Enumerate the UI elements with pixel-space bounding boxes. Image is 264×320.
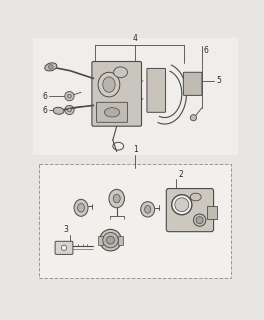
Text: 1: 1 <box>133 145 138 154</box>
Ellipse shape <box>45 63 57 71</box>
Text: 4: 4 <box>133 34 138 43</box>
Ellipse shape <box>98 72 120 97</box>
Ellipse shape <box>114 67 128 78</box>
Ellipse shape <box>103 232 118 248</box>
Ellipse shape <box>107 236 114 244</box>
Text: 2: 2 <box>179 170 183 179</box>
Circle shape <box>190 115 196 121</box>
Circle shape <box>49 65 53 69</box>
Bar <box>39 164 232 278</box>
Circle shape <box>65 105 74 115</box>
Ellipse shape <box>100 229 121 251</box>
Ellipse shape <box>141 202 155 217</box>
FancyBboxPatch shape <box>166 188 214 232</box>
Ellipse shape <box>104 108 120 117</box>
Circle shape <box>68 108 71 112</box>
Ellipse shape <box>175 198 189 212</box>
Circle shape <box>68 94 71 98</box>
Ellipse shape <box>109 189 124 208</box>
Bar <box>98 236 103 245</box>
Ellipse shape <box>190 193 201 201</box>
Ellipse shape <box>194 214 206 226</box>
FancyBboxPatch shape <box>97 102 128 122</box>
FancyBboxPatch shape <box>92 61 142 126</box>
Bar <box>118 236 123 245</box>
Ellipse shape <box>78 204 84 212</box>
Text: 6: 6 <box>204 46 208 55</box>
Ellipse shape <box>103 77 115 92</box>
FancyBboxPatch shape <box>183 72 202 95</box>
Text: 5: 5 <box>216 76 221 85</box>
Ellipse shape <box>113 194 120 203</box>
Ellipse shape <box>53 107 64 114</box>
Bar <box>33 38 238 156</box>
Ellipse shape <box>74 199 88 216</box>
Text: 3: 3 <box>64 225 69 234</box>
Circle shape <box>65 92 74 101</box>
FancyBboxPatch shape <box>55 241 73 254</box>
Ellipse shape <box>145 205 151 213</box>
Ellipse shape <box>172 195 192 215</box>
Ellipse shape <box>196 217 203 224</box>
Circle shape <box>61 245 67 251</box>
Text: 6: 6 <box>42 106 47 115</box>
Bar <box>208 206 217 219</box>
FancyBboxPatch shape <box>147 68 166 112</box>
Bar <box>33 156 238 285</box>
Text: 6: 6 <box>42 92 47 101</box>
